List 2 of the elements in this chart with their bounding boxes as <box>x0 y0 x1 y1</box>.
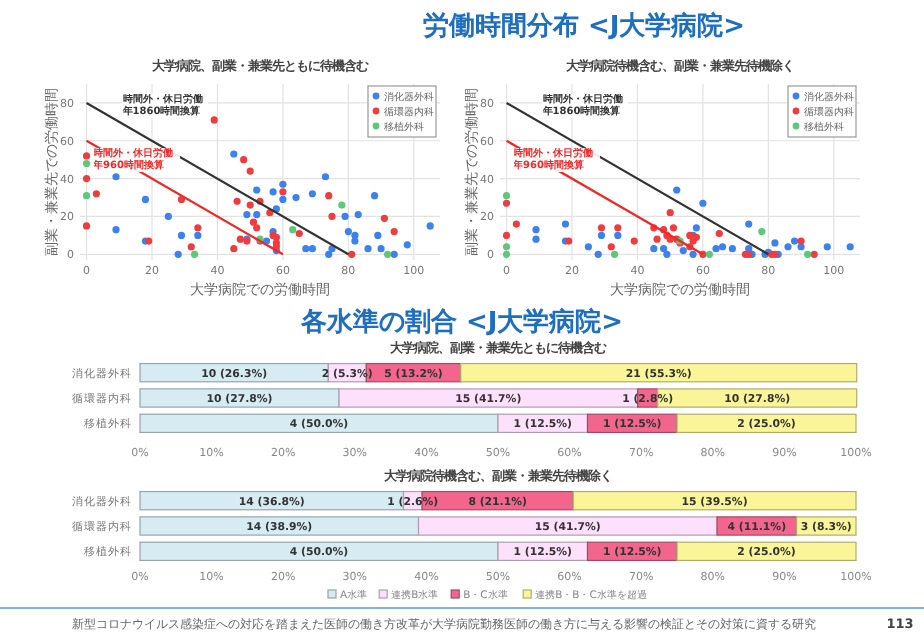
text: 各水準の割合 <J大学病院> <box>298 306 624 338</box>
text: 労働時間分布 <J大学病院> <box>422 10 746 42</box>
